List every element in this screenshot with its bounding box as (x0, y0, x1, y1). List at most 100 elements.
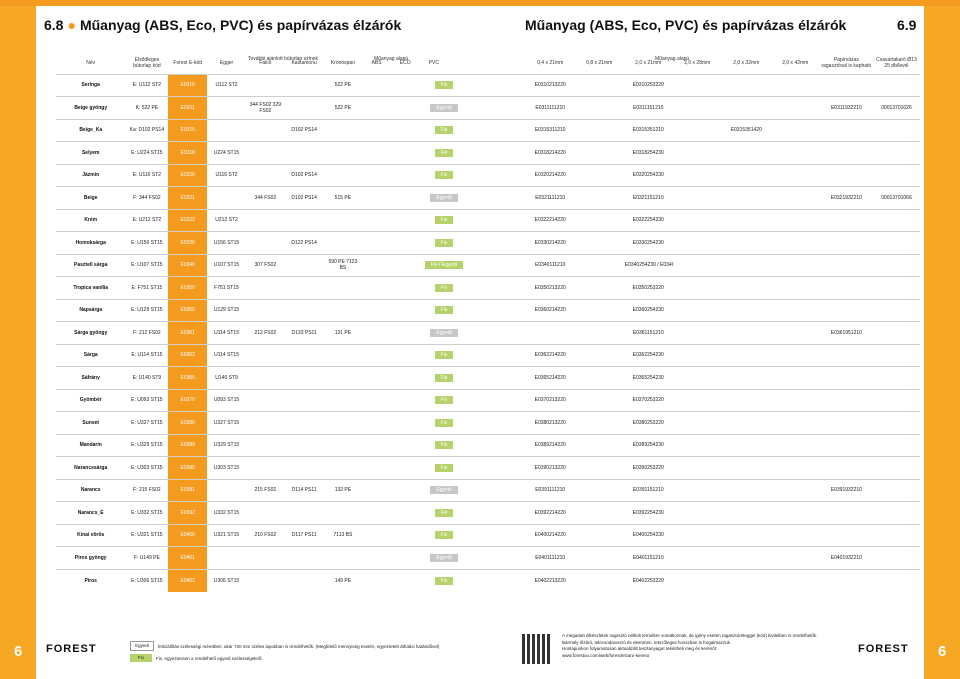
col-csavar: Csavartakaró Ø13 25 db/levél (876, 56, 917, 69)
cell-s6 (771, 187, 820, 209)
status-badge-label: Egyedi (430, 553, 458, 562)
cell-csavar: 00013701066 (881, 194, 912, 201)
cell-kron (324, 502, 363, 524)
qr-code-icon[interactable] (522, 634, 552, 664)
cell-s2 (575, 187, 624, 209)
status-badge-label: Fix (434, 126, 454, 135)
col-s5: 2,0 x 32mm (733, 59, 760, 66)
col-egger: Egger (219, 59, 234, 66)
cell-papir: E0361951210 (830, 329, 862, 336)
cell-s6 (771, 97, 820, 119)
status-badge: Fix (362, 300, 525, 322)
cell-name: Narancs_E (77, 509, 104, 516)
cell-kron (324, 547, 363, 569)
cell-papir (820, 210, 873, 232)
cell-s3: E0311151210 (633, 104, 664, 111)
table-row: Sárga E: U114 ST15 E0362 U114 ST15 Fix E03622… (56, 344, 920, 367)
cell-s1: E0315311210 (534, 127, 566, 134)
cell-kast (285, 300, 324, 322)
cell-kron (324, 277, 363, 299)
cell-s3: E0322254230 (632, 217, 664, 224)
cell-name: Beige_Ka (79, 127, 103, 134)
cell-s6 (771, 165, 820, 187)
status-badge: Fix (362, 345, 525, 367)
cell-elod: E: U107 ST15 (131, 262, 163, 269)
cell-papir (820, 390, 873, 412)
col-kastamonu: Kastamonu (291, 59, 317, 66)
cell-elod: E: U321 ST15 (131, 532, 163, 539)
cell-s2 (575, 435, 624, 457)
note-line-2: Bármely élzáró, telecsodavonzó és elemme… (562, 639, 732, 645)
legend: Egyedi felszállítás szélességi méretben, … (130, 641, 439, 665)
cell-ecode: E0362 (168, 344, 208, 367)
cell-ecode: E0380 (168, 412, 208, 434)
note-link[interactable]: www.forestou.com/web/forest/elzaro-keres… (562, 652, 650, 658)
cell-elod: F: 215 FS02 (133, 487, 161, 494)
cell-ecode: E0318 (168, 142, 208, 164)
forest-logo-right: FOREST (858, 643, 909, 655)
cell-s4 (673, 322, 722, 344)
cell-papir (820, 142, 873, 164)
cell-s4 (673, 345, 722, 367)
cell-name: Sáfrány (81, 374, 100, 381)
cell-s5 (722, 75, 771, 97)
cell-kast (285, 457, 324, 479)
cell-csavar (873, 457, 920, 479)
cell-kast (285, 435, 324, 457)
table-row: Beige_Ka Ka: D102 PS14 E0315 D102 PS14 Fix E0… (56, 119, 920, 142)
col-eco: ECO (399, 59, 411, 66)
table-row: Seringa E: U112 ST2 E0310 U112 ST2 522 PE Fix… (56, 74, 920, 97)
cell-elod: F: U149 PE (133, 554, 160, 561)
cell-egger: U116 ST2 (215, 172, 238, 179)
status-badge: Fix (362, 232, 525, 254)
cell-egger: U093 ST15 (213, 397, 240, 404)
muanyag-header-right: Műanyag alapú (655, 56, 690, 62)
table-row: Sárga gyöngy F: 212 FS02 E0361 U114 ST15 212… (56, 322, 920, 344)
cell-s6 (771, 142, 820, 164)
cell-kast (285, 97, 324, 119)
cell-csavar (873, 367, 920, 389)
cell-s4 (673, 547, 722, 569)
cell-s6 (771, 232, 820, 254)
cell-name: Beige (83, 194, 98, 201)
cell-ecode: E0330 (168, 232, 208, 254)
left-title-text: Műanyag (ABS, Eco, PVC) és papírvázas él… (79, 17, 402, 33)
cell-egger: U156 ST15 (213, 239, 240, 246)
cell-s4 (673, 187, 722, 209)
cell-kron (324, 165, 363, 187)
cell-s2 (575, 277, 624, 299)
cell-s5 (722, 277, 771, 299)
cell-name: Krém (84, 217, 98, 224)
cell-s3: E0321151210 (632, 194, 664, 201)
cell-ecode: E0390 (168, 457, 208, 479)
cell-s5 (722, 502, 771, 524)
cell-s1: E0350213220 (534, 284, 566, 291)
cell-falco (246, 435, 285, 457)
cell-name: Narancs (80, 487, 101, 494)
cell-s3: E0310253220 (632, 82, 664, 89)
cell-kast (285, 412, 324, 434)
table-row: Tropica vanília E: F751 ST15 E0350 F751 ST1… (56, 277, 920, 299)
cell-csavar (873, 232, 920, 254)
cell-kron: 132 PE (334, 487, 352, 494)
cell-kron: 7113 BS (333, 532, 353, 539)
cell-s1: E0400214220 (534, 532, 566, 539)
cell-s2 (575, 120, 624, 142)
cell-papir (820, 412, 873, 434)
cell-s3: E0350253220 (632, 284, 664, 291)
table-row: Mandarin E: U329 ST15 E0389 U329 ST15 Fix E03… (56, 434, 920, 457)
cell-s4 (673, 300, 722, 322)
cell-s5 (722, 232, 771, 254)
table-row: Narancssárga E: U303 ST15 E0390 U303 ST15 Fi… (56, 457, 920, 479)
cell-papir (820, 75, 873, 97)
cell-s4 (673, 525, 722, 547)
cell-s4 (673, 277, 722, 299)
cell-s4 (673, 367, 722, 389)
cell-elod: E: U140 ST9 (132, 374, 162, 381)
cell-egger: U212 ST2 (215, 217, 238, 224)
tovabbi-header: További ajánlott bútorlap színek (248, 56, 319, 62)
cell-kast: D102 PS14 (291, 127, 317, 134)
cell-egger (207, 187, 246, 209)
cell-s5 (722, 547, 771, 569)
cell-s5 (722, 187, 771, 209)
